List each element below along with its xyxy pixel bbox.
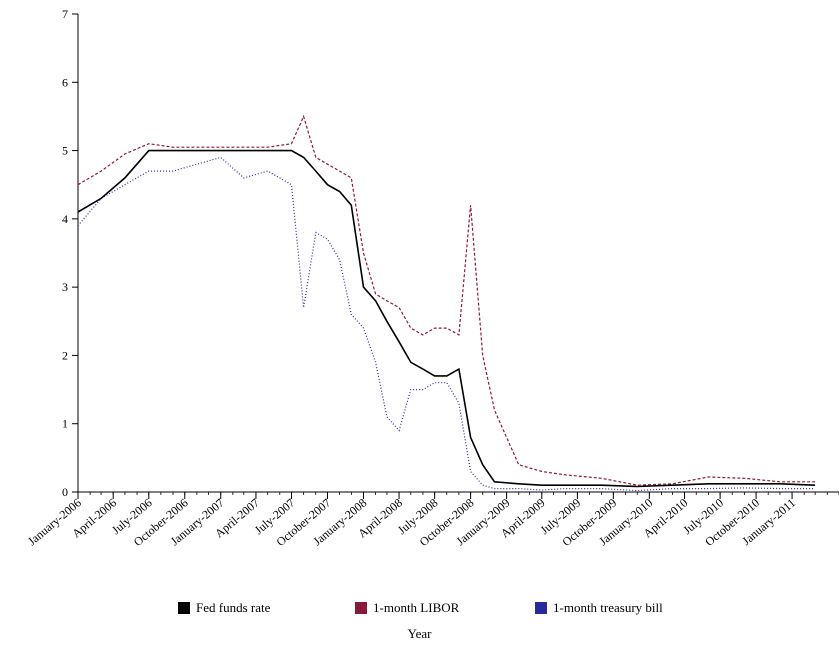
x-axis: January-2006April-2006July-2006October-2… [25, 491, 839, 549]
y-tick-label: 1 [62, 417, 68, 431]
y-tick-label: 5 [62, 144, 68, 158]
x-axis-title: Year [407, 626, 432, 641]
legend-item-libor: 1-month LIBOR [355, 600, 459, 616]
y-axis: 0 1 2 3 4 5 6 7 [62, 7, 79, 499]
y-tick-label: 3 [62, 280, 68, 294]
series-line-fed-funds-rate [77, 149, 816, 488]
y-tick-label: 7 [62, 7, 68, 21]
y-tick-label: 0 [62, 485, 68, 499]
legend-label: 1-month LIBOR [373, 600, 460, 615]
y-tick-label: 2 [62, 348, 68, 362]
legend-item-treasury: 1-month treasury bill [535, 600, 663, 616]
legend: Fed funds rate 1-month LIBOR 1-month tre… [0, 600, 839, 626]
legend-swatch-treasury [535, 602, 547, 614]
legend-item-fed-funds: Fed funds rate [178, 600, 270, 616]
x-tick-label: January-2006 [25, 496, 84, 549]
y-tick-label: 6 [62, 75, 68, 89]
legend-swatch-fed-funds [178, 602, 190, 614]
plot-series [77, 114, 816, 492]
legend-label: Fed funds rate [196, 600, 271, 615]
legend-label: 1-month treasury bill [553, 600, 663, 615]
series-line-1-month-libor [77, 114, 816, 486]
legend-swatch-libor [355, 602, 367, 614]
chart-area: 0 1 2 3 4 5 6 7 January-2006April-2006July-2006… [25, 7, 839, 549]
series-line-1-month-treasury-bill [77, 156, 816, 492]
y-tick-label: 4 [62, 212, 68, 226]
